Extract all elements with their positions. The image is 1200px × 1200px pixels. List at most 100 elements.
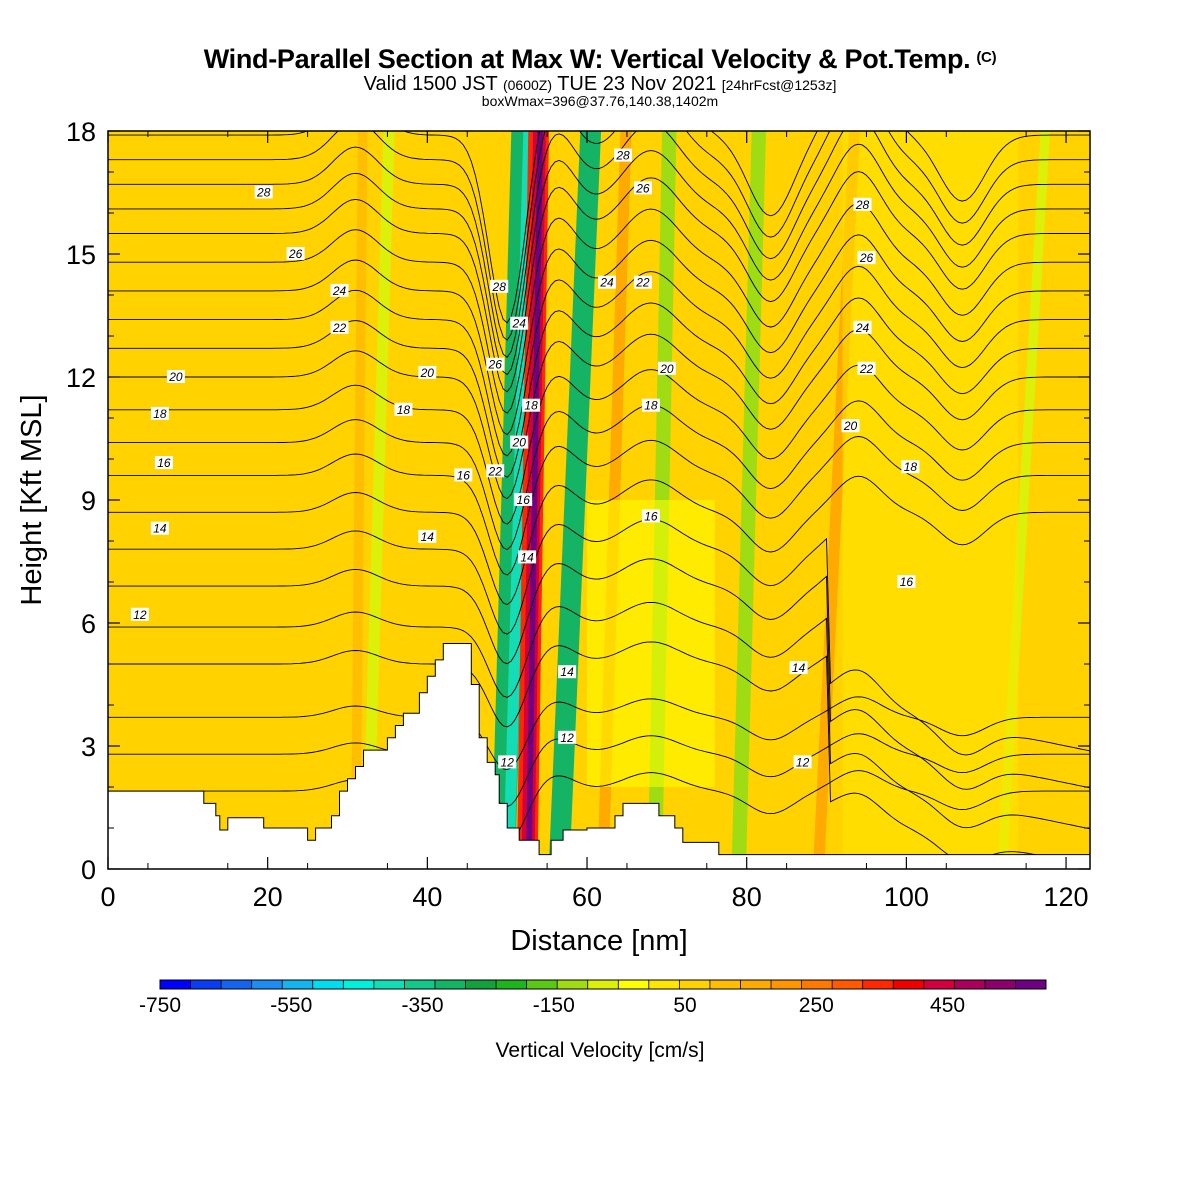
theta-contour-line	[108, 131, 1090, 358]
contour-label-text: 20	[168, 370, 183, 384]
theta-contour-line	[108, 202, 1090, 414]
contour-label: 14	[418, 529, 437, 544]
colorbar-swatch	[312, 980, 344, 989]
y-tick-label: 3	[81, 732, 96, 762]
theta-contours	[108, 131, 1090, 867]
contour-label-box	[454, 468, 473, 482]
contour-label: 16	[454, 468, 473, 482]
downdraft-band-east2	[731, 131, 767, 869]
colorbar-swatch	[282, 980, 314, 989]
updraft-band-west	[350, 131, 368, 869]
colorbar-swatch	[648, 980, 680, 989]
theta-contour-line	[108, 143, 1090, 376]
colorbar-label: -750	[139, 994, 181, 1017]
x-tick-label: 120	[1044, 882, 1089, 912]
contour-label-text: 12	[133, 608, 147, 622]
contour-label-box	[522, 398, 541, 412]
contour-label: 18	[150, 406, 169, 421]
plot-area: 12 14 16 18 20 28 26 24 22 20 18 14 16 22 26 28 24 18 20 16…	[107, 130, 1091, 870]
forecast-info: [24hrFcst@1253z]	[721, 77, 837, 93]
contour-label: 16	[154, 456, 173, 470]
contour-label-box	[857, 251, 876, 265]
contour-label-box	[486, 357, 505, 371]
contour-label: 22	[633, 275, 652, 290]
contour-label-box	[330, 320, 349, 334]
contour-label-text: 26	[859, 251, 874, 265]
valid-utc: (0600Z)	[502, 77, 553, 93]
contour-label: 12	[793, 755, 812, 769]
contour-label: 18	[641, 398, 660, 413]
theta-contour-line	[108, 696, 1090, 771]
colorbar-swatch	[221, 980, 252, 989]
colorbar-swatch	[740, 980, 772, 989]
contour-label-box	[558, 730, 577, 744]
theta-contour-line	[108, 558, 1090, 790]
contour-label-box	[641, 398, 660, 412]
colorbar-swatch	[557, 980, 589, 989]
contour-label-box	[394, 402, 413, 416]
contour-label-box	[633, 275, 652, 289]
contour-label: 12	[498, 755, 517, 769]
contour-label-text: 16	[457, 468, 471, 482]
contour-label-text: 16	[644, 509, 658, 523]
contour-label-text: 16	[517, 493, 531, 507]
colorbar-swatch	[984, 980, 1016, 989]
colorbar-label: 450	[930, 994, 965, 1017]
colorbar-swatch	[343, 980, 375, 989]
colorbar-swatch	[251, 980, 283, 989]
contour-label-box	[793, 755, 812, 769]
x-tick-label: 20	[253, 882, 283, 912]
colorbar-swatch	[373, 980, 405, 989]
contour-label: 28	[254, 185, 273, 200]
chart-title: Wind-Parallel Section at Max W: Vertical…	[0, 44, 1200, 75]
contour-label-text: 26	[288, 247, 303, 261]
contour-label-text: 24	[332, 284, 347, 298]
contour-label: 20	[418, 365, 437, 380]
theta-contour-line	[108, 601, 1090, 830]
contour-label-box	[841, 419, 860, 433]
theta-contour-line	[108, 400, 1090, 551]
theta-contour-line	[108, 364, 1090, 525]
colorbar-title: Vertical Velocity [cm/s]	[496, 1039, 705, 1062]
contour-label-box	[330, 283, 349, 297]
contour-label-box	[166, 370, 185, 383]
theta-contour-line	[108, 733, 1090, 808]
contour-label-text: 14	[153, 522, 167, 536]
chart-title-text: Wind-Parallel Section at Max W: Vertical…	[203, 44, 971, 74]
colorbar-swatch	[893, 980, 925, 989]
contour-label: 20	[841, 419, 860, 433]
axes: 0 20 40 60 80 100 120 0 3 6 9 12 15 18	[66, 117, 1090, 912]
contour-label-box	[641, 509, 660, 523]
contour-label-text: 22	[332, 321, 347, 335]
contour-label-box	[598, 275, 616, 289]
downdraft-band-east	[548, 131, 602, 869]
y-tick-label: 18	[66, 117, 96, 147]
contour-label-box	[857, 361, 876, 375]
y-tick-label: 12	[66, 363, 96, 393]
contour-label-text: 28	[256, 186, 271, 200]
contour-label-box	[510, 435, 529, 449]
colorbar-swatch	[587, 980, 619, 989]
colorbar-swatch	[1015, 980, 1047, 989]
contour-label-text: 24	[855, 321, 870, 335]
colorbar-swatch	[434, 980, 466, 989]
contour-label: 26	[486, 357, 505, 372]
theta-contour-line	[108, 329, 1090, 500]
colorbar-swatch	[923, 980, 955, 989]
colorbar: -750 -550 -350 -150 50 250 450	[139, 979, 1047, 1017]
contour-label: 24	[330, 283, 349, 298]
colorbar-label: 250	[799, 994, 834, 1017]
theta-contour-line	[108, 131, 1090, 341]
contour-label-box	[286, 247, 305, 260]
contour-label-text: 28	[615, 149, 630, 163]
contour-label-text: 20	[420, 366, 435, 380]
contour-label: 20	[166, 370, 185, 384]
contour-label-box	[514, 493, 533, 506]
contour-label: 28	[853, 197, 872, 212]
contour-label: 12	[130, 607, 149, 622]
contour-label-text: 20	[659, 362, 674, 376]
chart-subtitle: Valid 1500 JST (0600Z) TUE 23 Nov 2021 […	[0, 73, 1200, 96]
contour-label-box	[498, 755, 517, 769]
contour-label: 14	[558, 665, 577, 679]
